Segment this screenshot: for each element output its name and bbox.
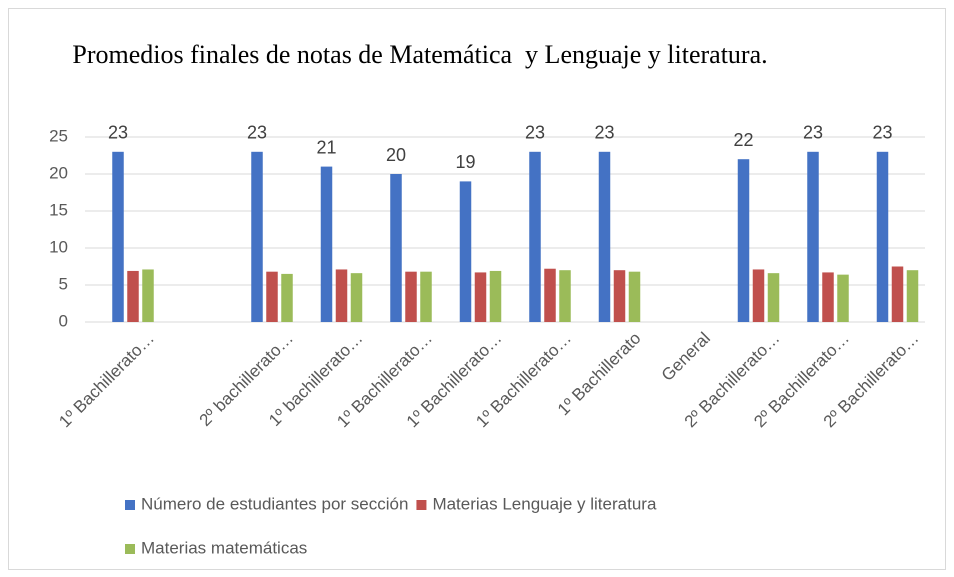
bar [266,271,278,322]
legend-label: Número de estudiantes por sección [141,494,408,513]
data-label: 23 [803,123,823,143]
data-label: 22 [733,130,753,150]
y-tick-label: 20 [49,163,68,182]
bar [127,270,139,322]
legend-swatch [416,500,427,510]
data-label: 21 [316,137,336,157]
bar [822,272,834,322]
legend-swatch [125,500,135,510]
data-label: 23 [108,123,128,143]
data-label: 23 [525,123,545,143]
data-label: 23 [247,123,267,143]
bar [489,270,502,322]
bar [320,166,333,322]
bar [837,274,849,322]
y-tick-label: 10 [49,237,68,256]
bar [767,273,780,322]
bar [807,151,819,322]
bar [906,270,919,322]
bar [544,268,556,322]
bar [459,181,472,322]
bar [405,271,417,322]
y-tick-label: 25 [49,126,68,145]
bar [628,271,641,322]
bar [737,159,750,322]
bar [891,266,904,322]
bar [613,270,626,322]
y-tick-label: 15 [49,200,68,219]
bar [390,174,402,322]
data-label: 19 [455,152,475,172]
data-label: 23 [594,123,614,143]
legend-swatch [125,544,135,554]
bar [251,151,263,322]
bar [559,270,571,322]
bar [598,151,611,322]
bar [335,269,348,322]
legend-label: Materias matemáticas [141,538,307,557]
bar [420,271,432,322]
data-label: 23 [872,123,892,143]
bar [752,269,765,322]
y-tick-label: 0 [59,311,68,330]
chart-title: Promedios finales de notas de Matemática… [72,40,768,69]
bar [350,273,363,322]
legend-label: Materias Lenguaje y literatura [432,494,657,513]
bar [112,151,124,322]
data-label: 20 [386,145,406,165]
bar [876,151,889,322]
y-tick-label: 5 [59,274,68,293]
bar [142,269,154,322]
bar [281,273,293,322]
bar [529,151,541,322]
bar [474,272,487,322]
